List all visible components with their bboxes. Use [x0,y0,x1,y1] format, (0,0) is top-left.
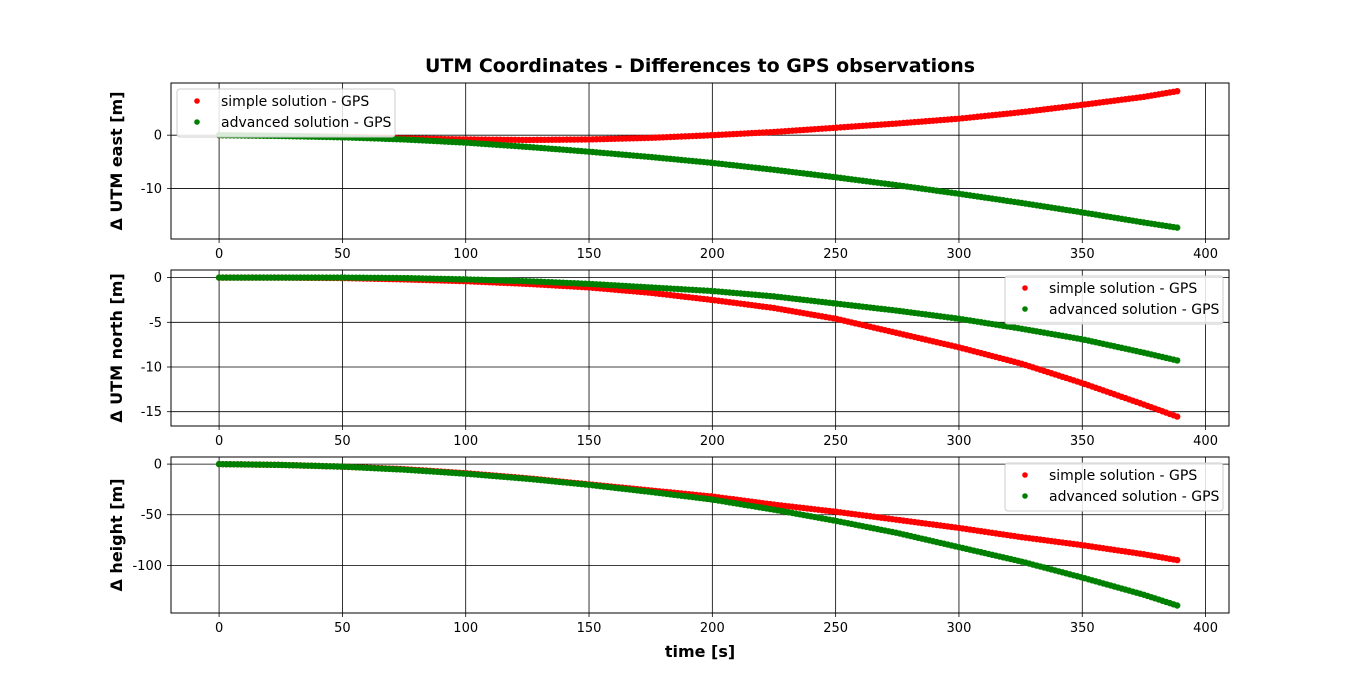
x-tick-label: 200 [700,621,725,636]
y-tick-label: -50 [141,508,162,523]
legend-marker [1022,285,1028,291]
subplot-3: 0 50 100 150 200 250 300 350 400 0 -50 -100 Δ height… [107,456,1230,636]
x-tick-label: 400 [1193,621,1218,636]
legend-label: simple solution - GPS [221,94,369,110]
x-tick-label: 0 [215,434,223,449]
x-tick-label: 100 [453,621,478,636]
x-tick-label: 300 [947,621,972,636]
legend: simple solution - GPS advanced solution -… [176,88,396,138]
x-tick-label: 100 [453,247,478,262]
data-point [1174,88,1181,95]
x-tick-label: 350 [1070,247,1095,262]
y-tick-label: -10 [141,182,162,197]
legend-label: advanced solution - GPS [1049,302,1220,318]
data-point [1174,357,1181,364]
x-tick-label: 250 [823,247,848,262]
x-tick-label: 300 [947,434,972,449]
data-point [1174,556,1181,564]
data-point [1174,224,1181,231]
series-advanced [215,131,1181,231]
y-tick-label: -5 [149,316,162,331]
x-tick-label: 200 [700,434,725,449]
y-tick-label: -10 [141,360,162,375]
y-axis-label: Δ height [m] [107,478,126,591]
x-tick-label: 400 [1193,247,1218,262]
series-advanced [215,460,1181,609]
legend-box [176,88,396,138]
y-tick-label: 0 [154,458,162,473]
legend-label: advanced solution - GPS [1049,489,1220,505]
axes-frame [170,269,1230,427]
series-simple [215,274,1181,420]
x-tick-label: 250 [823,434,848,449]
subplot-2: 0 50 100 150 200 250 300 350 400 0 -5 -10 -15 Δ UTM n… [107,269,1230,449]
x-tick-label: 150 [577,621,602,636]
data-point [1174,602,1181,609]
x-tick-label: 300 [947,247,972,262]
y-tick-label: -100 [132,559,162,574]
legend: simple solution - GPS advanced solution -… [1004,462,1224,512]
legend-box [1004,275,1224,325]
y-tick-label: -15 [141,405,162,420]
legend-marker [1022,306,1028,312]
x-tick-label: 200 [700,247,725,262]
data-point [1174,413,1181,420]
x-tick-label: 150 [577,247,602,262]
legend-marker [194,119,200,125]
legend-label: advanced solution - GPS [221,115,392,131]
x-tick-label: 0 [215,621,223,636]
x-tick-label: 100 [453,434,478,449]
series-advanced [215,274,1181,364]
x-tick-label: 50 [334,621,351,636]
x-tick-label: 350 [1070,621,1095,636]
x-tick-label: 0 [215,247,223,262]
legend-marker [194,98,200,104]
axes-frame [170,82,1230,240]
y-axis-label: Δ UTM east [m] [107,91,126,230]
y-tick-label: 0 [154,129,162,144]
y-axis-label: Δ UTM north [m] [107,273,126,423]
x-tick-label: 250 [823,621,848,636]
legend: simple solution - GPS advanced solution -… [1004,275,1224,325]
axes-frame [170,456,1230,614]
legend-box [1004,462,1224,512]
x-tick-label: 50 [334,434,351,449]
legend-label: simple solution - GPS [1049,468,1197,484]
subplot-1: 0 50 100 150 200 250 300 350 400 0 -10 Δ UTM east [… [107,82,1230,262]
x-tick-label: 150 [577,434,602,449]
x-tick-label: 50 [334,247,351,262]
x-axis-label: time [s] [665,642,735,661]
x-tick-label: 350 [1070,434,1095,449]
y-tick-label: 0 [154,271,162,286]
legend-label: simple solution - GPS [1049,281,1197,297]
legend-marker [1022,472,1028,478]
legend-marker [1022,493,1028,499]
x-tick-label: 400 [1193,434,1218,449]
